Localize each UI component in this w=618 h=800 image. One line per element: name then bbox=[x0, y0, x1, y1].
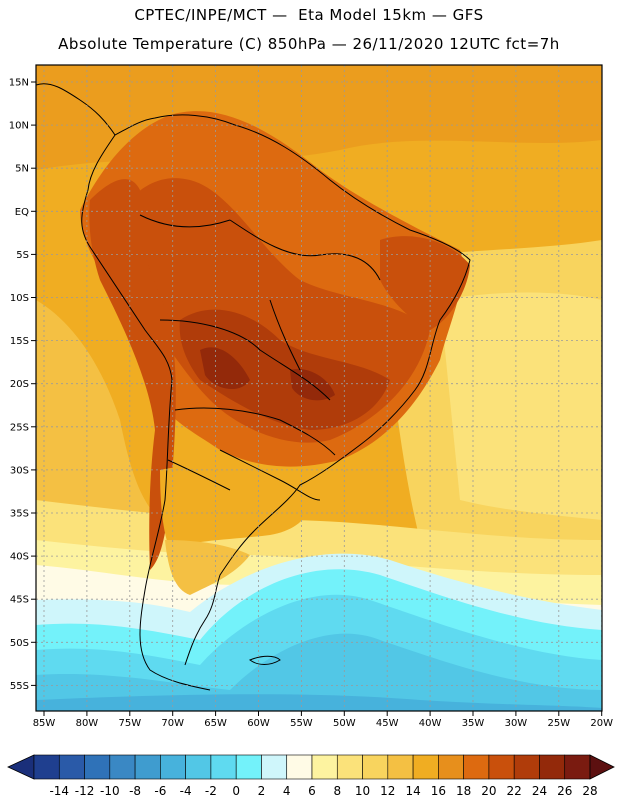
lon-tick-label: 65W bbox=[204, 718, 227, 729]
lat-tick-label: 5S bbox=[16, 250, 29, 261]
colorbar-swatch bbox=[286, 754, 313, 780]
colorbar-label: -14 bbox=[49, 784, 69, 798]
colorbar-label: 4 bbox=[283, 784, 291, 798]
colorbar-swatch bbox=[412, 754, 439, 780]
lon-tick-label: 50W bbox=[333, 718, 356, 729]
colorbar-swatch bbox=[33, 754, 60, 780]
temperature-field bbox=[36, 65, 602, 711]
colorbar-label: 18 bbox=[456, 784, 471, 798]
colorbar-swatch bbox=[84, 754, 111, 780]
colorbar-swatch bbox=[362, 754, 389, 780]
colorbar-swatch bbox=[134, 754, 161, 780]
colorbar: -14 -12 -10 -8 -6 -4 -2 0 2 4 6 8 10 12 14 16 18 20 22 24 26… bbox=[7, 754, 615, 798]
chart-subtitle: Absolute Temperature (C) 850hPa — 26/11/… bbox=[58, 35, 560, 53]
lon-tick-label: 80W bbox=[76, 718, 99, 729]
lat-tick-label: 10N bbox=[9, 121, 29, 132]
lat-tick-label: EQ bbox=[15, 207, 29, 218]
colorbar-label: 12 bbox=[380, 784, 395, 798]
lat-tick-label: 45S bbox=[10, 595, 29, 606]
lat-tick-label: 15S bbox=[10, 336, 29, 347]
colorbar-label: 8 bbox=[333, 784, 341, 798]
lat-tick-label: 35S bbox=[10, 509, 29, 520]
lat-tick-label: 25S bbox=[10, 422, 29, 433]
colorbar-swatch bbox=[438, 754, 464, 780]
colorbar-label: 14 bbox=[405, 784, 420, 798]
colorbar-label: 2 bbox=[258, 784, 266, 798]
lon-tick-label: 85W bbox=[33, 718, 56, 729]
colorbar-label: -2 bbox=[205, 784, 217, 798]
colorbar-swatch bbox=[185, 754, 212, 780]
lon-tick-label: 60W bbox=[247, 718, 270, 729]
colorbar-swatch bbox=[311, 754, 338, 780]
latitude-ticks: 15N 10N 5N EQ 5S 10S 15S 20S 25S 30S 35S 40S 45S 50S 5… bbox=[9, 78, 36, 692]
colorbar-label: 22 bbox=[507, 784, 522, 798]
colorbar-label: 20 bbox=[481, 784, 496, 798]
colorbar-label: -12 bbox=[75, 784, 95, 798]
colorbar-swatch bbox=[463, 754, 490, 780]
colorbar-label: 24 bbox=[532, 784, 547, 798]
colorbar-label: -8 bbox=[129, 784, 141, 798]
colorbar-swatch bbox=[488, 754, 515, 780]
lat-tick-label: 5N bbox=[15, 164, 29, 175]
colorbar-label: 6 bbox=[308, 784, 316, 798]
colorbar-swatch bbox=[387, 754, 414, 780]
lat-tick-label: 10S bbox=[10, 293, 29, 304]
colorbar-swatch bbox=[261, 754, 288, 780]
grid-lines bbox=[36, 65, 602, 711]
lon-tick-label: 75W bbox=[118, 718, 141, 729]
colorbar-high-arrow bbox=[589, 754, 615, 780]
colorbar-swatch bbox=[564, 754, 591, 780]
colorbar-swatch bbox=[58, 754, 85, 780]
colorbar-swatch bbox=[109, 754, 136, 780]
lat-tick-label: 30S bbox=[10, 465, 29, 476]
lat-tick-label: 20S bbox=[10, 379, 29, 390]
colorbar-swatch bbox=[210, 754, 237, 780]
lon-tick-label: 30W bbox=[505, 718, 528, 729]
coastline bbox=[36, 83, 471, 691]
lon-tick-label: 20W bbox=[590, 718, 613, 729]
colorbar-swatch bbox=[513, 754, 540, 780]
lat-tick-label: 40S bbox=[10, 552, 29, 563]
lon-tick-label: 25W bbox=[547, 718, 570, 729]
lon-tick-label: 35W bbox=[462, 718, 485, 729]
colorbar-swatch bbox=[160, 754, 186, 780]
lat-tick-label: 15N bbox=[9, 78, 29, 89]
longitude-ticks: 85W 80W 75W 70W 65W 60W 55W 50W 45W 40W 35W 30W 25W 2… bbox=[33, 711, 613, 729]
plot-frame bbox=[35, 64, 603, 712]
colorbar-label: -10 bbox=[100, 784, 120, 798]
colorbar-swatch bbox=[539, 754, 566, 780]
lon-tick-label: 55W bbox=[290, 718, 313, 729]
lon-tick-label: 70W bbox=[161, 718, 184, 729]
colorbar-label: 10 bbox=[355, 784, 370, 798]
chart-title: CPTEC/INPE/MCT — Eta Model 15km — GFS bbox=[134, 6, 484, 24]
colorbar-label: 28 bbox=[582, 784, 597, 798]
colorbar-label: 26 bbox=[557, 784, 572, 798]
colorbar-swatch bbox=[235, 754, 262, 780]
colorbar-label: -4 bbox=[180, 784, 192, 798]
lat-tick-label: 55S bbox=[10, 681, 29, 692]
colorbar-label: 0 bbox=[232, 784, 240, 798]
lat-tick-label: 50S bbox=[10, 638, 29, 649]
colorbar-swatch bbox=[336, 754, 363, 780]
colorbar-label: -6 bbox=[154, 784, 166, 798]
lon-tick-label: 40W bbox=[419, 718, 442, 729]
colorbar-label: 16 bbox=[431, 784, 446, 798]
colorbar-low-arrow bbox=[7, 754, 35, 780]
lon-tick-label: 45W bbox=[376, 718, 399, 729]
